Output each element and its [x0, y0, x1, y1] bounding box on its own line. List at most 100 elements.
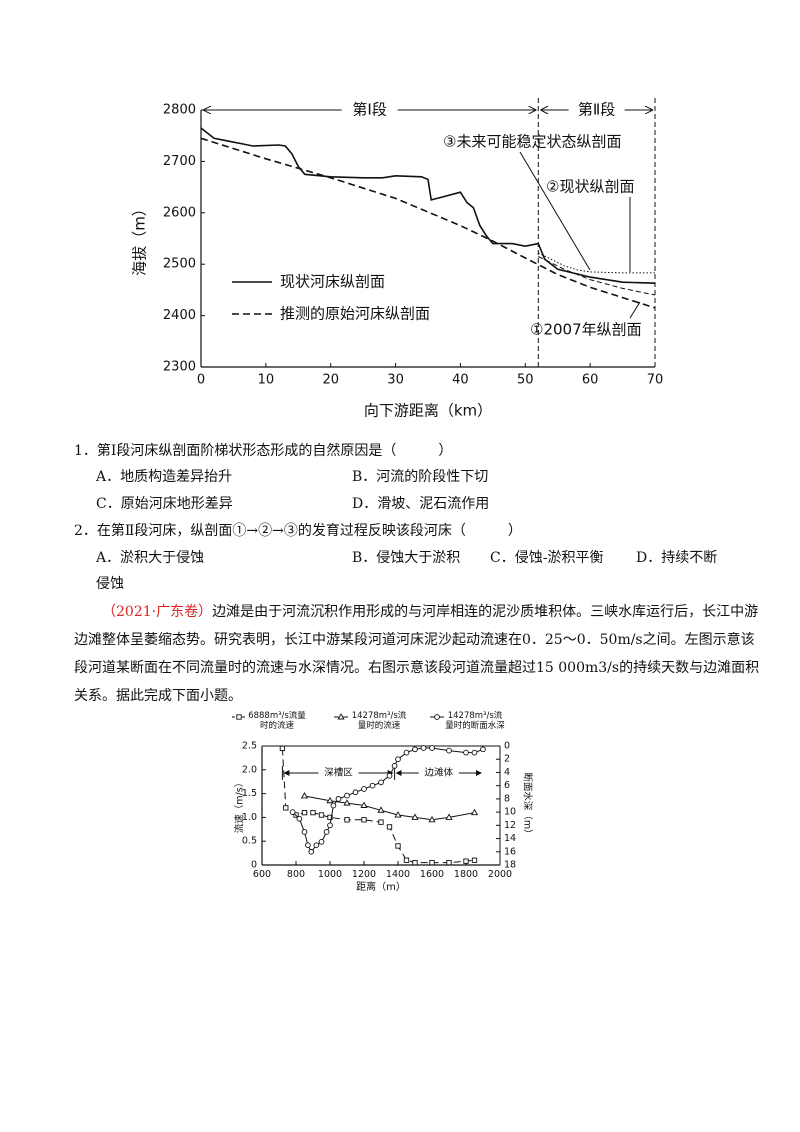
y-tick-label: 2400 — [163, 308, 196, 323]
x-axis-label: 距离（m） — [356, 880, 406, 893]
marker — [301, 809, 308, 816]
x-tick-label: 40 — [452, 373, 469, 388]
series-line — [538, 252, 655, 274]
zone-label: 边滩体 — [425, 767, 454, 779]
marker — [378, 779, 384, 786]
marker — [386, 772, 393, 779]
leader — [629, 301, 641, 319]
legend-box: 14278m³/s流量时的断面水深 — [445, 711, 505, 731]
option: A．地质构造差异抬升 — [96, 469, 233, 485]
series-line — [200, 127, 656, 284]
marker — [445, 813, 453, 820]
y-tick-label: 1.5 — [242, 788, 257, 799]
marker — [327, 822, 333, 829]
passage: （2021·广东卷）边滩是由于河流沉积作用形成的与河岸相连的泥沙质堆积体。三峡水… — [74, 598, 764, 710]
x-tick-label: 1600 — [420, 869, 444, 880]
options: A．地质构造差异抬升 B．河流的阶段性下切 — [96, 464, 616, 490]
marker — [361, 786, 367, 792]
x-tick-label: 50 — [517, 373, 534, 388]
y2-axis-label: 断面水深（m） — [522, 772, 534, 838]
label-bg — [568, 99, 625, 119]
label-bg — [341, 99, 398, 119]
legend-label: 6888m³/s流量时的流速 — [248, 711, 306, 731]
marker — [318, 839, 325, 845]
x-tick-label: 1400 — [386, 869, 410, 880]
legend-box: 6888m³/s流量时的流速 — [248, 711, 306, 731]
legend-label: 14278m³/s流量时的断面水深 — [445, 711, 505, 731]
options: C．原始河床地形差异 D．滑坡、泥石流作用 — [96, 491, 616, 517]
marker — [428, 815, 436, 823]
x-tick-label: 60 — [582, 373, 599, 388]
x-tick-label: 2000 — [488, 869, 512, 880]
x-tick-label: 600 — [253, 869, 271, 880]
marker — [337, 713, 345, 720]
y2-tick-label: 2 — [504, 754, 510, 765]
zone-label: 深槽区 — [324, 767, 353, 779]
label-bg — [418, 766, 459, 780]
option: B．河流的阶段性下切 — [352, 469, 489, 485]
marker — [318, 812, 325, 818]
y-tick-label: 2300 — [163, 360, 196, 375]
y-tick-label: 0 — [251, 860, 257, 871]
marker — [344, 792, 350, 799]
y-tick-label: 2.5 — [242, 741, 257, 752]
x-tick-label: 20 — [322, 373, 339, 388]
marker — [330, 802, 337, 809]
marker — [326, 796, 334, 804]
marker — [308, 848, 315, 855]
marker — [327, 814, 333, 821]
marker — [323, 829, 330, 835]
marker — [411, 813, 419, 820]
y-tick-label: 0.5 — [242, 836, 257, 847]
y-axis-label: 海拔（m） — [131, 201, 149, 276]
section-label: 第Ⅰ段 — [352, 101, 386, 119]
x-tick-label: 10 — [258, 373, 275, 388]
y2-tick-label: 12 — [504, 820, 516, 831]
question-stem: 2．在第Ⅱ段河床，纵剖面①→②→③的发育过程反映该段河床（ ） — [74, 523, 522, 539]
y2-tick-label: 6 — [504, 780, 510, 791]
marker — [279, 745, 286, 752]
y-axis-label: 流速（m/s） — [234, 778, 246, 833]
marker — [343, 799, 351, 806]
option: C．侵蚀-淤积平衡 — [490, 550, 604, 566]
question-stem: 1．第Ⅰ段河床纵剖面阶梯状形态形成的自然原因是（ ） — [74, 443, 453, 459]
marker — [386, 824, 393, 830]
marker — [283, 805, 289, 811]
marker — [403, 749, 410, 756]
y-tick-label: 2500 — [163, 257, 196, 272]
marker — [480, 746, 486, 753]
marker — [470, 808, 479, 816]
marker — [429, 745, 435, 751]
marker — [471, 749, 478, 756]
marker — [446, 859, 452, 866]
legend-label: 14278m³/s流量时的流速 — [351, 711, 407, 731]
x-tick-label: 30 — [387, 373, 404, 388]
option: B．侵蚀大于淤积 — [352, 550, 461, 566]
section-label: 第Ⅱ段 — [578, 101, 615, 119]
marker — [463, 858, 469, 864]
marker — [420, 745, 427, 751]
source: （2021·广东卷） — [102, 604, 213, 620]
y-tick-label: 2600 — [163, 205, 196, 220]
x-tick-label: 70 — [647, 373, 664, 388]
marker — [377, 806, 385, 813]
y2-tick-label: 18 — [504, 860, 516, 871]
y2-tick-label: 16 — [504, 846, 516, 857]
marker — [301, 829, 308, 835]
y2-tick-label: 8 — [504, 793, 510, 804]
velocity-chart: 600 800 1000 1200 1400 1600 1800 2000 0 0.5 1.0 1.5… — [232, 711, 534, 893]
label-bg — [318, 766, 359, 780]
marker — [360, 801, 368, 808]
marker — [446, 747, 452, 754]
x-tick-label: 1800 — [454, 869, 478, 880]
marker — [429, 859, 435, 866]
marker — [335, 796, 342, 802]
marker — [403, 857, 410, 863]
x-tick-label: 800 — [287, 869, 305, 880]
marker — [434, 714, 440, 720]
passage-text: 边滩是由于河流沉积作用形成的与河岸相连的泥沙质堆积体。三峡水库运行后，长江中游边… — [74, 604, 760, 704]
x-tick-label: 1000 — [318, 869, 342, 880]
annotation: ①2007年纵剖面 — [530, 321, 642, 339]
option: D．滑坡、泥石流作用 — [352, 496, 490, 512]
y-tick-label: 1.0 — [242, 812, 257, 823]
